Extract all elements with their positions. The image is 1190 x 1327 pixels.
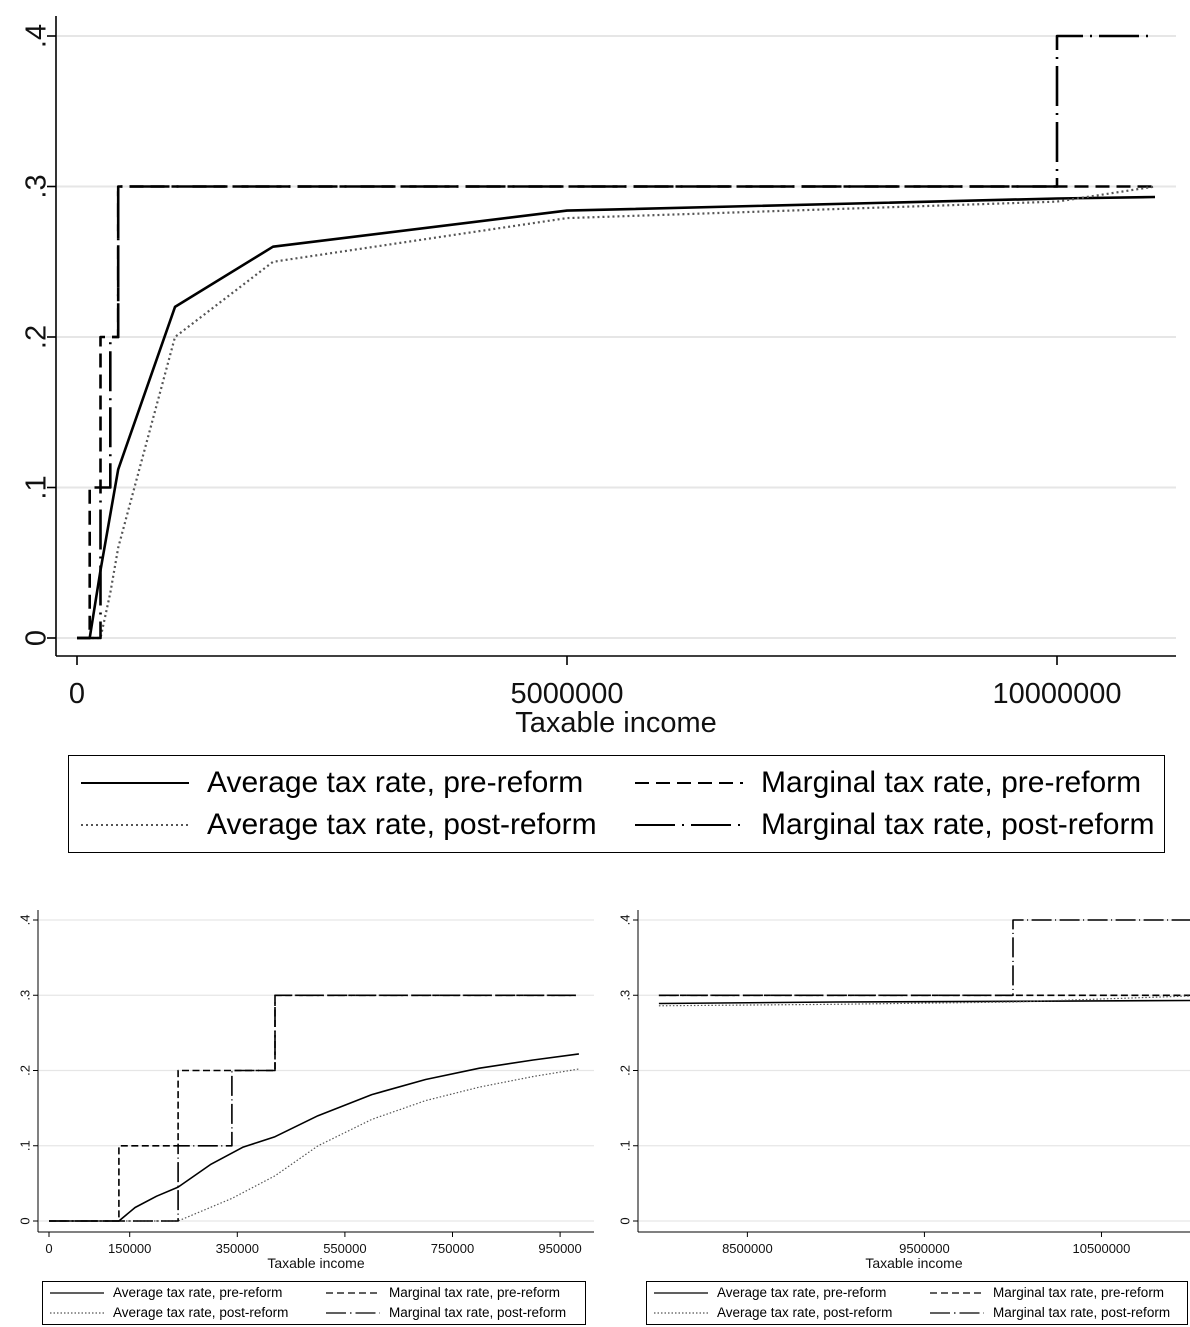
legend-label-avg-pre: Average tax rate, pre-reform [207,766,584,799]
legend-swatch-dash [635,782,743,784]
legend-label-mtr-post: Marginal tax rate, post-reform [993,1305,1171,1320]
x-tick-label: 8500000 [722,1241,773,1256]
legend-label-avg-post: Average tax rate, post-reform [207,808,597,841]
series-line-solid [658,999,1190,1005]
legend-label-avg-post: Average tax rate, post-reform [113,1305,289,1320]
legend-swatch-dash [930,1291,984,1294]
x-tick-label: 0 [69,678,85,710]
legend-label-avg-pre: Average tax rate, pre-reform [113,1285,283,1300]
legend-item-avg-pre: Average tax rate, pre-reform [79,766,583,800]
legend-item-mtr-post: Marginal tax rate, post-reform [929,1305,1170,1320]
x-tick-label: 10500000 [1073,1241,1131,1256]
series-line-solid [49,1053,580,1222]
legend-item-mtr-pre: Marginal tax rate, pre-reform [633,766,1141,800]
legend-item-avg-post: Average tax rate, post-reform [79,808,597,842]
legend-label-mtr-post: Marginal tax rate, post-reform [761,808,1155,841]
chart-panel-1: 0 .1 .2 .3 .4 0 150000 350000 550000 750000 950000… [17,910,594,1271]
legend-swatch-dot [81,824,189,826]
x-tick-label: 10000000 [992,678,1121,710]
main-legend: Average tax rate, pre-reform Average tax… [68,755,1165,853]
legend-swatch-longdashdot [635,824,743,826]
x-tick-label: 9500000 [899,1241,950,1256]
legend-item-mtr-post: Marginal tax rate, post-reform [325,1305,566,1320]
legend-item-avg-post: Average tax rate, post-reform [49,1305,288,1320]
legend-item-mtr-post: Marginal tax rate, post-reform [633,808,1154,842]
x-axis-title: Taxable income [865,1255,962,1271]
left-legend: Average tax rate, pre-reform Average tax… [42,1281,586,1325]
legend-swatch-dash [326,1291,380,1294]
x-tick-label: 750000 [431,1241,474,1256]
legend-swatch-dot [50,1311,104,1314]
y-tick-label: .4 [21,24,53,48]
series-line-dash [77,185,1155,640]
x-tick-label: 950000 [538,1241,581,1256]
series-line-longdashdot [49,994,579,1222]
legend-swatch-solid [81,782,189,784]
legend-item-avg-pre: Average tax rate, pre-reform [49,1285,282,1300]
legend-swatch-dot [654,1311,708,1314]
legend-swatch-longdashdot [930,1311,984,1314]
series-line-dash [49,994,579,1222]
series-line-longdashdot [77,34,1155,640]
x-axis-title: Taxable income [267,1255,364,1271]
y-tick-label: .3 [617,990,632,1001]
right-legend: Average tax rate, pre-reform Average tax… [646,1281,1188,1325]
y-tick-label: .1 [17,1140,32,1151]
legend-label-mtr-pre: Marginal tax rate, pre-reform [389,1285,561,1300]
y-tick-label: .3 [21,174,53,198]
chart-panel-0: 0 .1 .2 .3 .4 0 5000000 10000000 Taxable income [21,16,1176,739]
x-tick-label: 550000 [323,1241,366,1256]
y-tick-label: .2 [21,325,53,349]
series-line-dot [658,995,1190,1007]
x-tick-label: 350000 [216,1241,259,1256]
y-tick-label: .2 [17,1065,32,1076]
x-tick-label: 0 [45,1241,52,1256]
series-line-dot [77,185,1156,640]
y-tick-label: 0 [17,1217,32,1224]
legend-item-avg-post: Average tax rate, post-reform [653,1305,892,1320]
x-tick-label: 150000 [108,1241,151,1256]
y-tick-label: 0 [21,630,53,646]
y-tick-label: .2 [617,1065,632,1076]
x-tick-label: 5000000 [511,678,624,710]
legend-label-avg-post: Average tax rate, post-reform [717,1305,893,1320]
x-axis-title: Taxable income [515,707,717,739]
y-tick-label: .4 [617,915,632,926]
legend-swatch-solid [50,1291,104,1294]
legend-label-mtr-pre: Marginal tax rate, pre-reform [993,1285,1165,1300]
legend-swatch-longdashdot [326,1311,380,1314]
legend-label-mtr-post: Marginal tax rate, post-reform [389,1305,567,1320]
chart-panel-2: 0 .1 .2 .3 .4 8500000 9500000 10500000 Taxable i… [617,910,1190,1271]
y-tick-label: .1 [21,475,53,499]
legend-swatch-solid [654,1291,708,1294]
series-line-longdashdot [658,919,1190,997]
legend-item-mtr-pre: Marginal tax rate, pre-reform [325,1285,560,1300]
legend-item-mtr-pre: Marginal tax rate, pre-reform [929,1285,1164,1300]
y-tick-label: 0 [617,1217,632,1224]
y-tick-label: .3 [17,990,32,1001]
legend-label-mtr-pre: Marginal tax rate, pre-reform [761,766,1142,799]
y-tick-label: .1 [617,1140,632,1151]
legend-item-avg-pre: Average tax rate, pre-reform [653,1285,886,1300]
legend-label-avg-pre: Average tax rate, pre-reform [717,1285,887,1300]
series-line-solid [77,195,1156,640]
y-tick-label: .4 [17,915,32,926]
series-line-dot [49,1068,579,1222]
